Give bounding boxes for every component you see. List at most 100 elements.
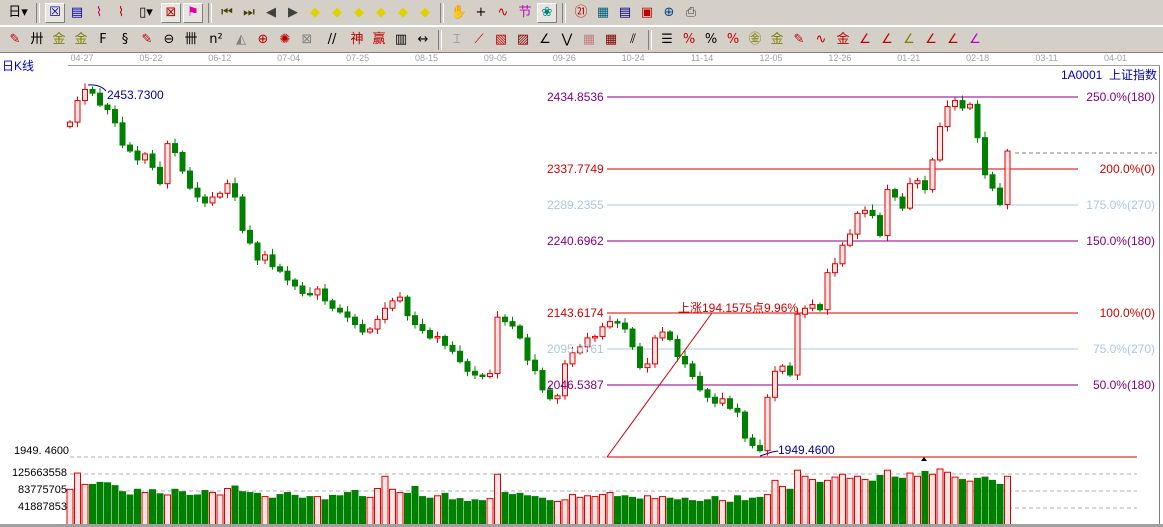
f-angle-icon[interactable]: ∠: [881, 32, 893, 47]
god-angle-icon[interactable]: ∠: [925, 32, 937, 47]
volume-bar: [584, 495, 591, 526]
volume-bar: [464, 500, 471, 526]
win-angle-icon[interactable]: ∠: [947, 32, 959, 47]
wave9-icon[interactable]: ⌇: [117, 5, 125, 20]
candle-body: [539, 370, 546, 391]
volume-bar: [989, 479, 996, 526]
hide-icon[interactable]: ⊠: [161, 2, 181, 23]
four-angle-icon[interactable]: ∠: [969, 32, 981, 47]
volume-bar: [284, 492, 291, 526]
kline-view-icon[interactable]: ☒: [45, 2, 65, 23]
volume-bar: [636, 498, 644, 526]
parallel-lines-icon[interactable]: 卅: [30, 32, 44, 47]
target-icon[interactable]: ⊕: [257, 32, 269, 47]
last-icon[interactable]: ⏭: [243, 5, 255, 20]
volume-bar: [321, 499, 329, 526]
brain-icon[interactable]: ❀: [537, 2, 557, 23]
volume-bar: [81, 483, 89, 526]
move-icon[interactable]: ◆: [420, 5, 430, 20]
wave3-icon[interactable]: ⌇: [95, 5, 103, 20]
node-icon[interactable]: 节: [518, 5, 532, 20]
gann-fan-icon[interactable]: ▨: [516, 32, 530, 47]
wave-line-icon[interactable]: ∿: [815, 32, 827, 47]
percent-icon[interactable]: %: [704, 32, 718, 47]
width-icon[interactable]: ↔: [417, 32, 429, 47]
calendar-icon[interactable]: ㉑: [574, 5, 588, 20]
win-line-icon[interactable]: 赢: [372, 32, 386, 47]
calculator-icon[interactable]: ▦: [596, 5, 610, 20]
volume-bar: [494, 473, 501, 526]
god-line-icon[interactable]: 神: [350, 32, 364, 47]
volume-bar: [959, 479, 966, 526]
marker-icon[interactable]: ✎: [141, 32, 153, 47]
compress-icon[interactable]: ◆: [376, 5, 386, 20]
pen-bar-icon[interactable]: ✎: [793, 32, 805, 47]
gold-line-icon[interactable]: 金: [52, 32, 66, 47]
first-icon[interactable]: ⏮: [221, 5, 233, 20]
network-icon[interactable]: ⊕: [663, 5, 675, 20]
candle-body: [922, 180, 928, 191]
j-angle-icon[interactable]: ∠: [859, 32, 871, 47]
volume-bar: [126, 494, 134, 526]
save-icon[interactable]: ▣: [640, 5, 654, 20]
grid-123-icon[interactable]: ▥: [394, 32, 408, 47]
period-dropdown[interactable]: 日▾: [8, 5, 28, 20]
f-line-icon[interactable]: F: [99, 32, 107, 47]
spiral-icon[interactable]: §: [121, 32, 129, 47]
arrow-left-icon[interactable]: ◆: [310, 5, 320, 20]
document-icon[interactable]: ▤: [618, 5, 632, 20]
volume-bar: [486, 498, 494, 526]
notes-icon[interactable]: ▤: [70, 5, 84, 20]
gold-line2-icon[interactable]: 金: [74, 32, 88, 47]
crosshair-icon[interactable]: +: [475, 5, 487, 20]
next-icon[interactable]: ▶: [288, 5, 298, 20]
candle-body: [869, 209, 876, 217]
circle-ruler-icon[interactable]: ⊖: [163, 32, 175, 47]
volume-bar: [689, 500, 696, 526]
gold-bar-icon[interactable]: 金: [836, 32, 850, 47]
candle-body: [937, 126, 943, 161]
horizontal-scrollbar[interactable]: [0, 524, 1163, 527]
zigzag-icon[interactable]: ⋁: [561, 32, 573, 47]
channel-icon[interactable]: ⫽: [630, 32, 636, 47]
print-icon[interactable]: ⎙: [685, 5, 697, 20]
candle-body: [974, 103, 981, 139]
gold-angle-icon[interactable]: ∠: [903, 32, 915, 47]
arrow-right-icon[interactable]: ◆: [332, 5, 342, 20]
ruler-icon[interactable]: ☰: [661, 32, 673, 47]
flag-icon[interactable]: ⚑: [183, 2, 203, 23]
candle-body: [697, 375, 703, 391]
volume-bar: [209, 492, 216, 526]
candle-body: [554, 395, 561, 400]
hand-icon[interactable]: ✋: [450, 5, 468, 20]
square-icon[interactable]: n²: [209, 32, 223, 47]
volume-bar: [591, 496, 599, 526]
candle-body: [104, 104, 111, 110]
candle-type-dropdown[interactable]: ▯▾: [139, 5, 153, 20]
angle-icon[interactable]: ∠: [539, 32, 551, 47]
gann-box-icon[interactable]: ▧: [494, 32, 508, 47]
fan-icon[interactable]: ⟋: [474, 32, 484, 47]
triangle-icon[interactable]: ◭: [236, 32, 246, 47]
volume-bar: [456, 498, 464, 526]
gold-circle-icon[interactable]: ㊎: [748, 32, 762, 47]
grid-icon[interactable]: ▦: [582, 32, 596, 47]
volume-bar: [704, 499, 711, 526]
percent-line-icon[interactable]: %: [682, 32, 696, 47]
expand-h-icon[interactable]: ◆: [354, 5, 364, 20]
candle-body: [997, 187, 1003, 205]
grid2-icon[interactable]: ▦: [604, 32, 618, 47]
bars-icon[interactable]: 卌: [184, 32, 198, 47]
radar-icon[interactable]: ✺: [279, 32, 291, 47]
expand-icon[interactable]: ◆: [398, 5, 408, 20]
line-point-icon[interactable]: ∿: [497, 5, 509, 20]
prev-icon[interactable]: ◀: [266, 5, 276, 20]
gold-lines-icon[interactable]: 金: [770, 32, 784, 47]
angle-lines-icon[interactable]: //: [327, 32, 337, 47]
percent-lines-icon[interactable]: %: [726, 32, 740, 47]
symbol-name: 上证指数: [1108, 68, 1157, 82]
box-target-icon[interactable]: ⊠: [301, 32, 313, 47]
pen-icon[interactable]: ✎: [9, 32, 21, 47]
box-line-icon[interactable]: ⌶: [453, 32, 461, 47]
